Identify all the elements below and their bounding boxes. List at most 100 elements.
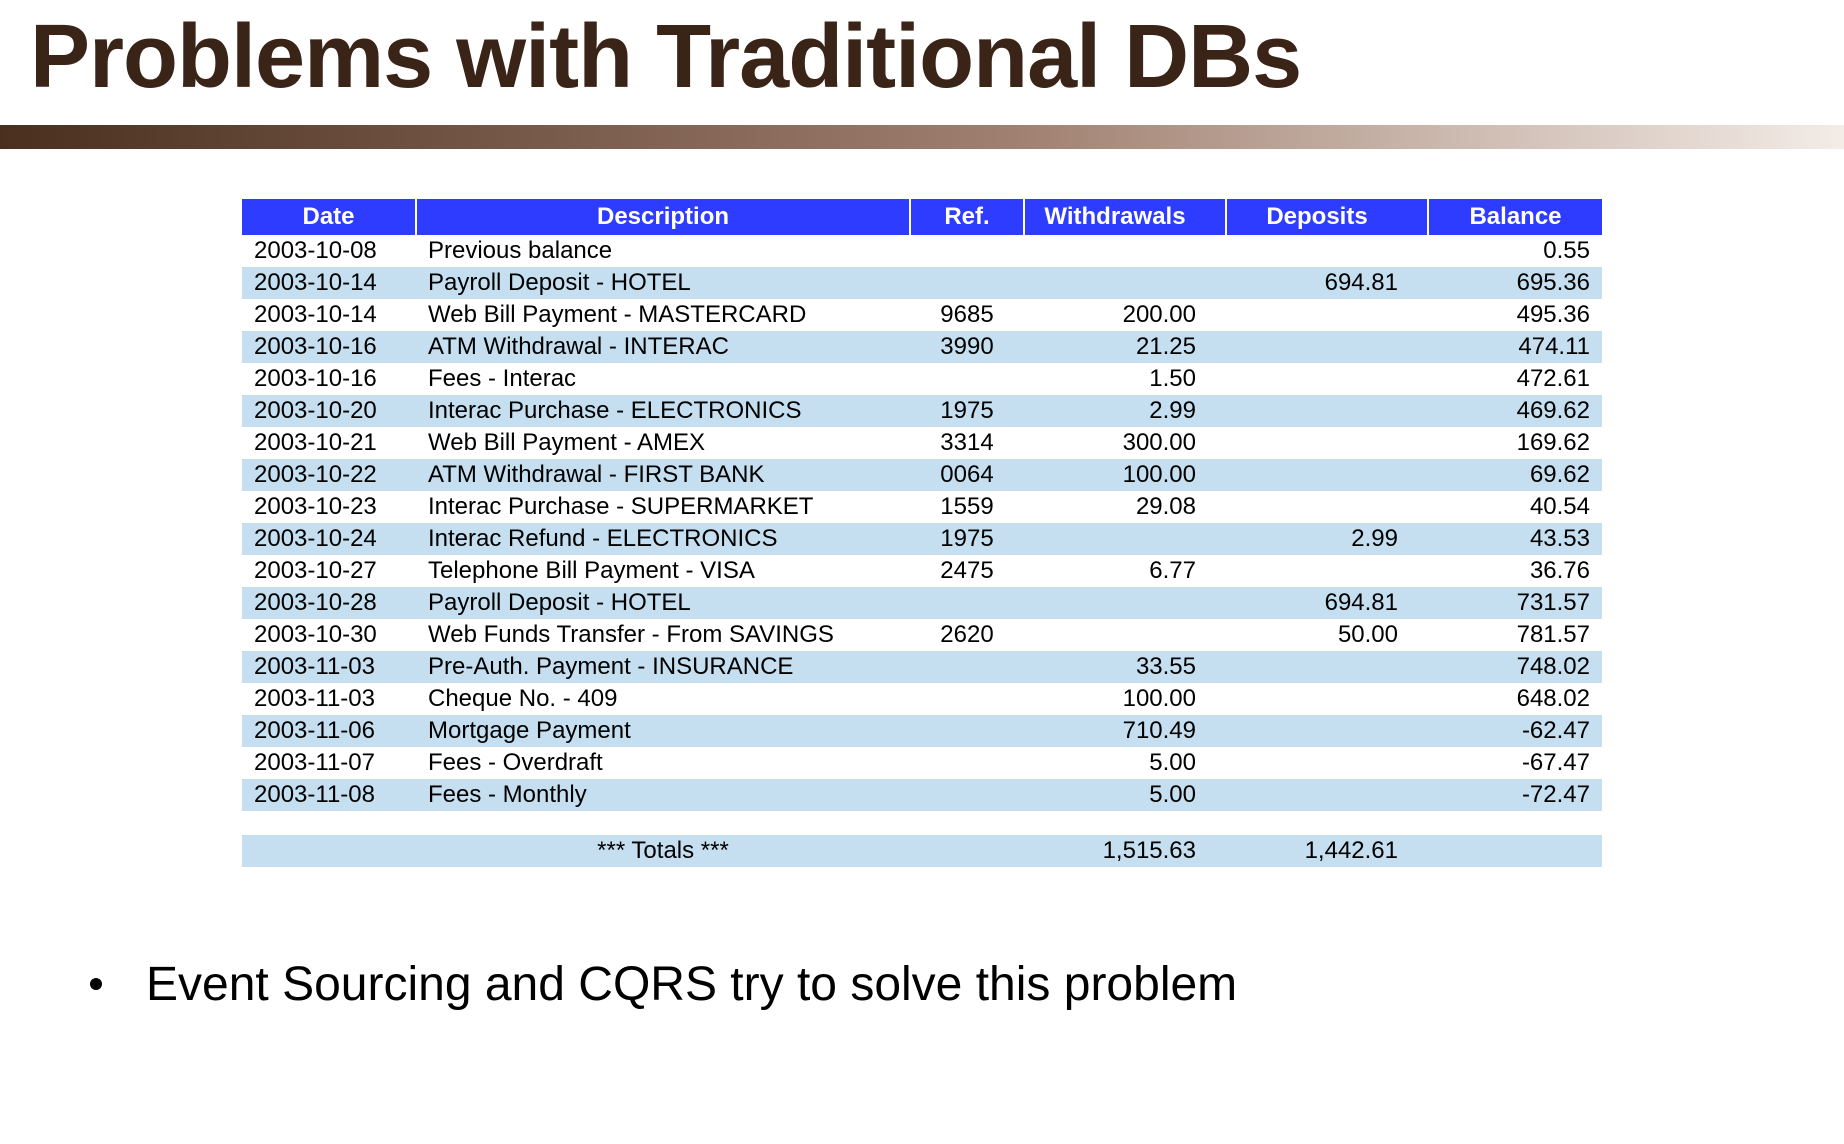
table-row: 2003-10-24Interac Refund - ELECTRONICS19… [242,523,1602,555]
table-row: 2003-10-16ATM Withdrawal - INTERAC399021… [242,331,1602,363]
cell-description: Web Funds Transfer - From SAVINGS [416,619,910,651]
cell-date: 2003-11-03 [242,651,416,683]
cell-description: Pre-Auth. Payment - INSURANCE [416,651,910,683]
cell-ref [910,683,1024,715]
cell-deposit: 2.99 [1226,523,1428,555]
cell-balance: 40.54 [1428,491,1602,523]
cell-ref: 9685 [910,299,1024,331]
col-header-balance: Balance [1428,199,1602,235]
cell-date: 2003-10-20 [242,395,416,427]
cell-date: 2003-11-06 [242,715,416,747]
col-header-description: Description [416,199,910,235]
cell-ref: 0064 [910,459,1024,491]
cell-date: 2003-10-28 [242,587,416,619]
cell-date: 2003-10-24 [242,523,416,555]
cell-date: 2003-10-14 [242,299,416,331]
col-header-ref: Ref. [910,199,1024,235]
cell-withdrawal: 5.00 [1024,747,1226,779]
cell-date: 2003-10-27 [242,555,416,587]
cell-withdrawal: 300.00 [1024,427,1226,459]
cell-description: ATM Withdrawal - INTERAC [416,331,910,363]
table-row: 2003-10-22ATM Withdrawal - FIRST BANK006… [242,459,1602,491]
cell-deposit [1226,715,1428,747]
cell-ref: 1975 [910,523,1024,555]
cell-balance: 648.02 [1428,683,1602,715]
cell-balance: -67.47 [1428,747,1602,779]
bank-statement-table: Date Description Ref. Withdrawals Deposi… [242,199,1602,867]
cell-balance: 69.62 [1428,459,1602,491]
col-header-deposits: Deposits [1226,199,1428,235]
cell-balance: 781.57 [1428,619,1602,651]
cell-date: 2003-11-08 [242,779,416,811]
table-row: 2003-10-20Interac Purchase - ELECTRONICS… [242,395,1602,427]
statement-table-container: Date Description Ref. Withdrawals Deposi… [0,199,1844,867]
cell-deposit [1226,299,1428,331]
cell-ref: 2475 [910,555,1024,587]
cell-withdrawal: 200.00 [1024,299,1226,331]
cell-ref [910,747,1024,779]
cell-deposit [1226,651,1428,683]
cell-description: Fees - Monthly [416,779,910,811]
cell-ref: 2620 [910,619,1024,651]
cell-ref: 3990 [910,331,1024,363]
cell-withdrawal [1024,235,1226,267]
cell-ref: 3314 [910,427,1024,459]
cell-description: ATM Withdrawal - FIRST BANK [416,459,910,491]
bullet-text: Event Sourcing and CQRS try to solve thi… [146,957,1237,1012]
cell-balance: -72.47 [1428,779,1602,811]
cell-ref [910,587,1024,619]
table-row: 2003-11-06Mortgage Payment710.49-62.47 [242,715,1602,747]
cell-description: Previous balance [416,235,910,267]
cell-withdrawal: 100.00 [1024,683,1226,715]
cell-withdrawal: 5.00 [1024,779,1226,811]
cell-date: 2003-10-22 [242,459,416,491]
cell-balance: 36.76 [1428,555,1602,587]
cell-deposit [1226,683,1428,715]
cell-withdrawal [1024,619,1226,651]
cell-description: Interac Purchase - ELECTRONICS [416,395,910,427]
slide: Problems with Traditional DBs Date Descr… [0,0,1844,1144]
cell-description: Web Bill Payment - MASTERCARD [416,299,910,331]
table-footer: *** Totals *** 1,515.63 1,442.61 [242,811,1602,867]
cell-balance: 43.53 [1428,523,1602,555]
cell-deposit [1226,459,1428,491]
bullet-item: Event Sourcing and CQRS try to solve thi… [0,867,1844,1012]
cell-deposit: 694.81 [1226,267,1428,299]
cell-deposit [1226,395,1428,427]
cell-date: 2003-11-03 [242,683,416,715]
cell-deposit [1226,427,1428,459]
cell-deposit: 694.81 [1226,587,1428,619]
col-header-withdrawals: Withdrawals [1024,199,1226,235]
cell-deposit [1226,235,1428,267]
cell-date: 2003-10-21 [242,427,416,459]
cell-deposit [1226,779,1428,811]
cell-date: 2003-10-16 [242,363,416,395]
cell-balance: 474.11 [1428,331,1602,363]
cell-description: Cheque No. - 409 [416,683,910,715]
totals-withdrawals: 1,515.63 [1024,835,1226,867]
cell-withdrawal: 1.50 [1024,363,1226,395]
cell-ref [910,235,1024,267]
cell-withdrawal: 6.77 [1024,555,1226,587]
cell-ref [910,715,1024,747]
cell-balance: 695.36 [1428,267,1602,299]
table-row: 2003-10-14Payroll Deposit - HOTEL694.816… [242,267,1602,299]
table-row: 2003-10-28Payroll Deposit - HOTEL694.817… [242,587,1602,619]
cell-withdrawal: 710.49 [1024,715,1226,747]
cell-balance: -62.47 [1428,715,1602,747]
cell-withdrawal [1024,523,1226,555]
table-row: 2003-11-08Fees - Monthly 5.00 -72.47 [242,779,1602,811]
cell-withdrawal: 29.08 [1024,491,1226,523]
cell-withdrawal: 21.25 [1024,331,1226,363]
cell-withdrawal: 33.55 [1024,651,1226,683]
cell-date: 2003-10-23 [242,491,416,523]
cell-withdrawal: 100.00 [1024,459,1226,491]
cell-deposit [1226,555,1428,587]
title-divider-bar [0,125,1844,149]
cell-description: Fees - Interac [416,363,910,395]
cell-deposit [1226,491,1428,523]
totals-label: *** Totals *** [416,835,910,867]
table-row: 2003-10-30Web Funds Transfer - From SAVI… [242,619,1602,651]
cell-balance: 472.61 [1428,363,1602,395]
table-header: Date Description Ref. Withdrawals Deposi… [242,199,1602,235]
